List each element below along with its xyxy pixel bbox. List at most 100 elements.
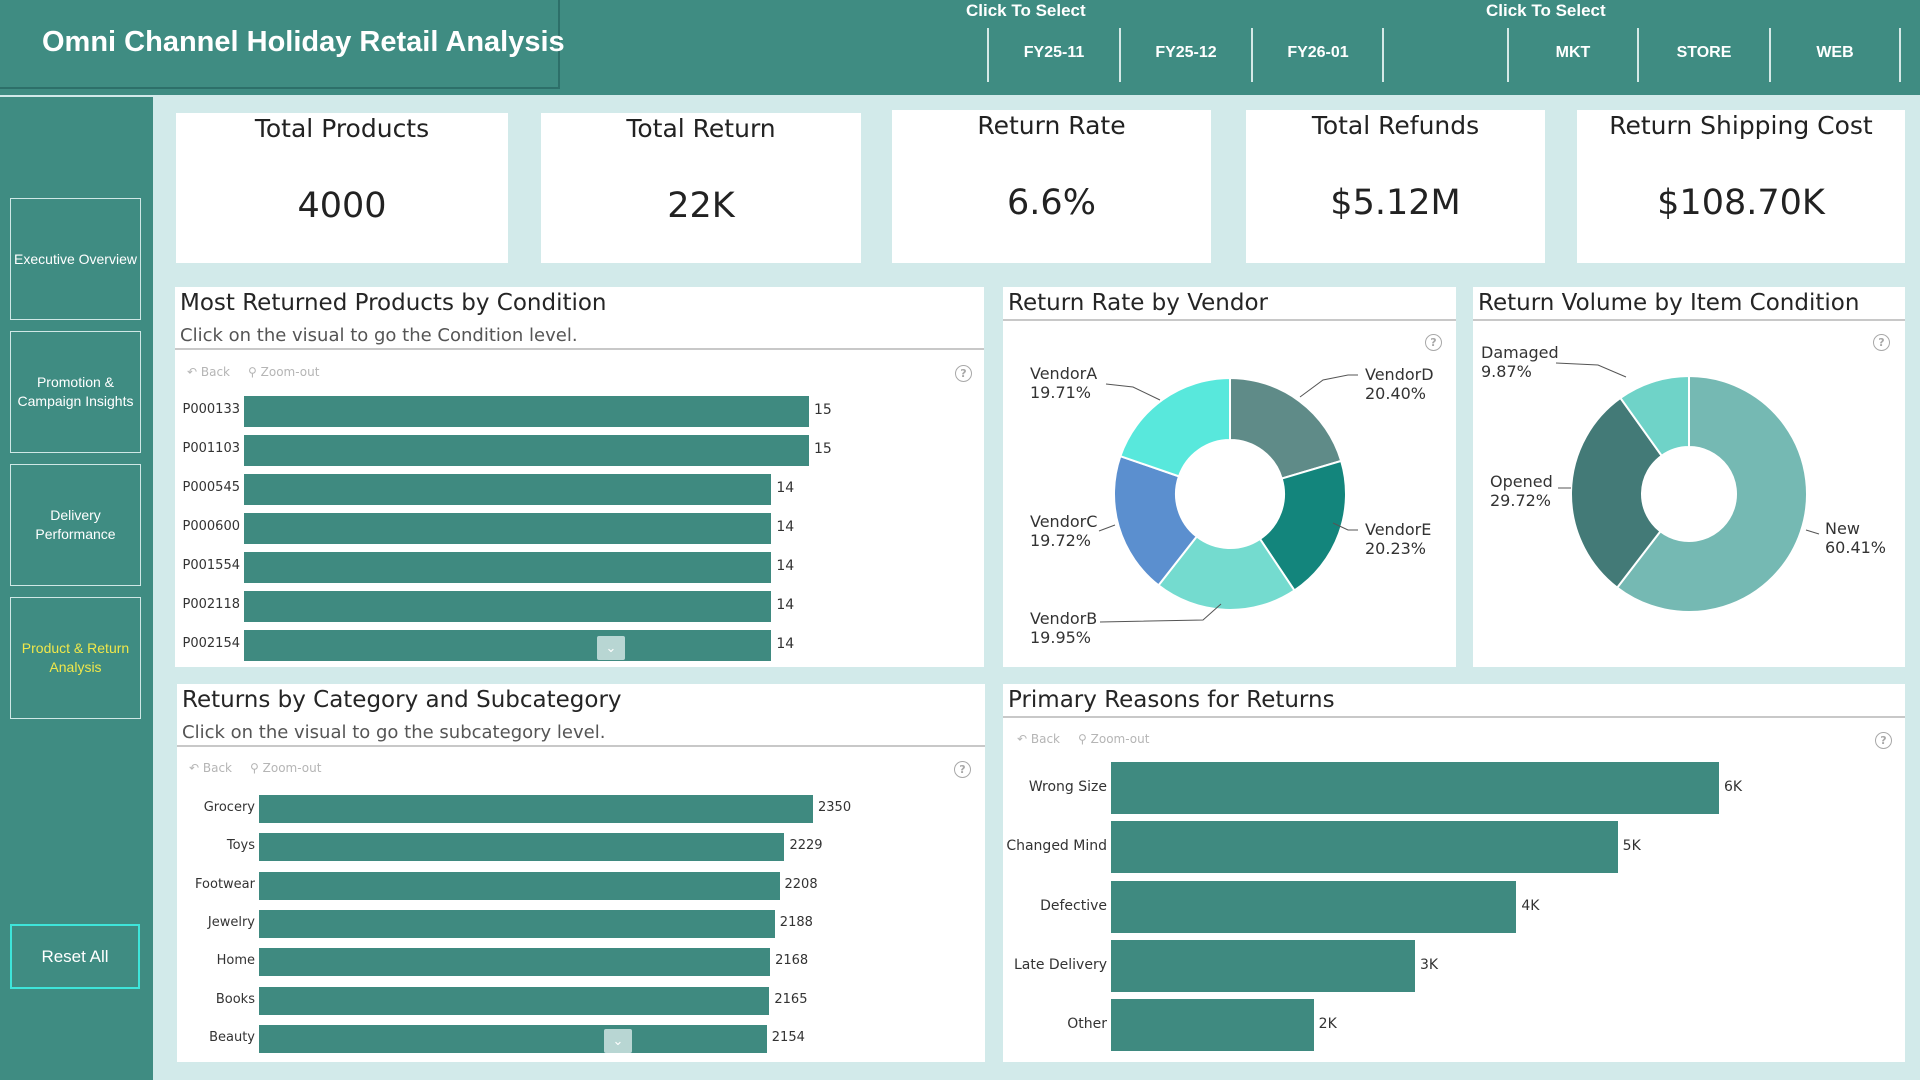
help-icon[interactable]: ? <box>955 365 972 382</box>
back-button[interactable]: ↶ Back <box>1017 732 1061 746</box>
donut-slice-new[interactable] <box>1615 374 1808 613</box>
reset-all-button[interactable]: Reset All <box>10 924 140 989</box>
panel-divider <box>1473 319 1905 321</box>
help-icon[interactable]: ? <box>1875 732 1892 749</box>
kpi-value: 6.6% <box>1007 183 1096 223</box>
chevron-down-icon[interactable]: ⌄ <box>604 1029 632 1053</box>
bar[interactable] <box>244 590 772 622</box>
bar[interactable] <box>244 434 809 466</box>
most-returned-products-panel[interactable]: Most Returned Products by Condition Clic… <box>175 287 984 667</box>
month-fy26-01-button[interactable]: FY26-01 <box>1287 44 1349 61</box>
zoom-out-button[interactable]: ⚲ Zoom-out <box>250 761 322 775</box>
bar[interactable] <box>244 395 809 427</box>
slice-name-label: Damaged <box>1481 343 1559 362</box>
kpi-card-total-products: Total Products 4000 <box>176 113 508 263</box>
panel-title: Return Volume by Item Condition <box>1478 290 1860 316</box>
kpi-value: 22K <box>667 186 735 226</box>
sidebar: Executive Overview Promotion & Campaign … <box>0 97 153 1080</box>
nav-delivery-performance[interactable]: Delivery Performance <box>10 464 141 586</box>
visual-toolbar: ↶ Back ⚲ Zoom-out <box>1017 732 1163 746</box>
bar-value-label: 14 <box>776 597 795 613</box>
bar-category-label: Footwear <box>195 876 255 892</box>
bar[interactable] <box>1111 939 1415 992</box>
slice-percent-label: 29.72% <box>1490 491 1551 510</box>
bar[interactable] <box>259 833 785 862</box>
back-button[interactable]: ↶ Back <box>189 761 233 775</box>
donut-slice-vendorb[interactable] <box>1157 535 1296 611</box>
bar-category-label: Books <box>215 991 255 1007</box>
month-fy25-12-button[interactable]: FY25-12 <box>1155 44 1217 61</box>
donut-slice-vendord[interactable] <box>1229 376 1343 480</box>
return-volume-by-condition-panel[interactable]: Return Volume by Item Condition ? New 60.… <box>1473 287 1905 667</box>
zoom-out-button[interactable]: ⚲ Zoom-out <box>1078 732 1150 746</box>
bar[interactable] <box>244 473 772 505</box>
bar[interactable] <box>259 986 770 1015</box>
panel-divider <box>175 348 984 350</box>
help-icon[interactable]: ? <box>1873 334 1890 351</box>
kpi-label: Return Rate <box>977 111 1126 140</box>
chevron-down-icon[interactable]: ⌄ <box>597 636 625 660</box>
slice-percent-label: 60.41% <box>1825 538 1886 557</box>
bar-value-label: 6K <box>1724 779 1743 795</box>
help-icon[interactable]: ? <box>1425 334 1442 351</box>
donut-slice-vendora[interactable] <box>1119 376 1231 478</box>
bar[interactable] <box>1111 821 1618 874</box>
bar[interactable] <box>1111 762 1719 814</box>
kpi-value: $5.12M <box>1330 183 1461 223</box>
leader-line <box>1805 529 1820 535</box>
kpi-card-return-shipping-cost: Return Shipping Cost $108.70K <box>1577 110 1905 263</box>
channel-store-button[interactable]: STORE <box>1676 44 1732 61</box>
zoom-out-button[interactable]: ⚲ Zoom-out <box>248 365 320 379</box>
leader-line <box>1555 362 1627 378</box>
app-title: Omni Channel Holiday Retail Analysis <box>42 26 565 58</box>
slicer-separator <box>1769 28 1771 82</box>
bar[interactable] <box>259 909 775 938</box>
bar[interactable] <box>244 629 772 661</box>
channel-web-button[interactable]: WEB <box>1816 44 1854 61</box>
donut-slice-vendorc[interactable] <box>1113 454 1199 587</box>
slice-percent-label: 9.87% <box>1481 362 1532 381</box>
bar[interactable] <box>1111 999 1314 1052</box>
donut-slice-vendore[interactable] <box>1258 459 1347 592</box>
bar[interactable] <box>259 948 771 977</box>
panel-title: Primary Reasons for Returns <box>1008 687 1335 713</box>
slice-name-label: New <box>1825 519 1860 538</box>
donut-slice-opened[interactable] <box>1570 396 1664 590</box>
bar[interactable] <box>259 1024 767 1053</box>
back-button[interactable]: ↶ Back <box>187 365 231 379</box>
return-rate-by-vendor-panel[interactable]: Return Rate by Vendor ? VendorD 20.40% Ven… <box>1003 287 1456 667</box>
bar-category-label: Defective <box>1040 897 1107 914</box>
donut-slice-damaged[interactable] <box>1619 374 1690 458</box>
panel-divider <box>1003 319 1456 321</box>
bar[interactable] <box>259 795 813 823</box>
visual-toolbar: ↶ Back ⚲ Zoom-out <box>189 761 335 775</box>
bar[interactable] <box>1111 880 1517 933</box>
bar[interactable] <box>244 551 772 583</box>
bar[interactable] <box>259 871 780 900</box>
bar-category-label: P000133 <box>182 402 240 417</box>
slice-name-label: VendorC <box>1030 512 1097 531</box>
bar-value-label: 4K <box>1521 897 1540 914</box>
bar-value-label: 2165 <box>774 991 808 1007</box>
nav-product-return-analysis[interactable]: Product & Return Analysis <box>10 597 141 719</box>
header-bar: Omni Channel Holiday Retail Analysis Cli… <box>0 0 1920 95</box>
nav-promotion-campaign-insights[interactable]: Promotion & Campaign Insights <box>10 331 141 453</box>
slice-name-label: VendorE <box>1365 520 1431 539</box>
bar-value-label: 5K <box>1622 838 1641 855</box>
channel-mkt-button[interactable]: MKT <box>1555 44 1591 61</box>
month-fy25-11-button[interactable]: FY25-11 <box>1023 44 1085 61</box>
nav-executive-overview[interactable]: Executive Overview <box>10 198 141 320</box>
slice-percent-label: 19.71% <box>1030 383 1091 402</box>
slice-name-label: VendorB <box>1030 609 1097 628</box>
kpi-card-total-return: Total Return 22K <box>541 113 861 263</box>
bar[interactable] <box>244 512 772 544</box>
bar-category-label: Late Delivery <box>1013 956 1107 973</box>
returns-by-category-panel[interactable]: Returns by Category and Subcategory Clic… <box>177 684 985 1062</box>
primary-reasons-panel[interactable]: Primary Reasons for Returns ↶ Back ⚲ Zoo… <box>1003 684 1905 1062</box>
bar-value-label: 3K <box>1420 956 1439 973</box>
panel-subtitle: Click on the visual to go the subcategor… <box>182 722 606 743</box>
help-icon[interactable]: ? <box>954 761 971 778</box>
bar-category-label: Wrong Size <box>1028 779 1107 795</box>
